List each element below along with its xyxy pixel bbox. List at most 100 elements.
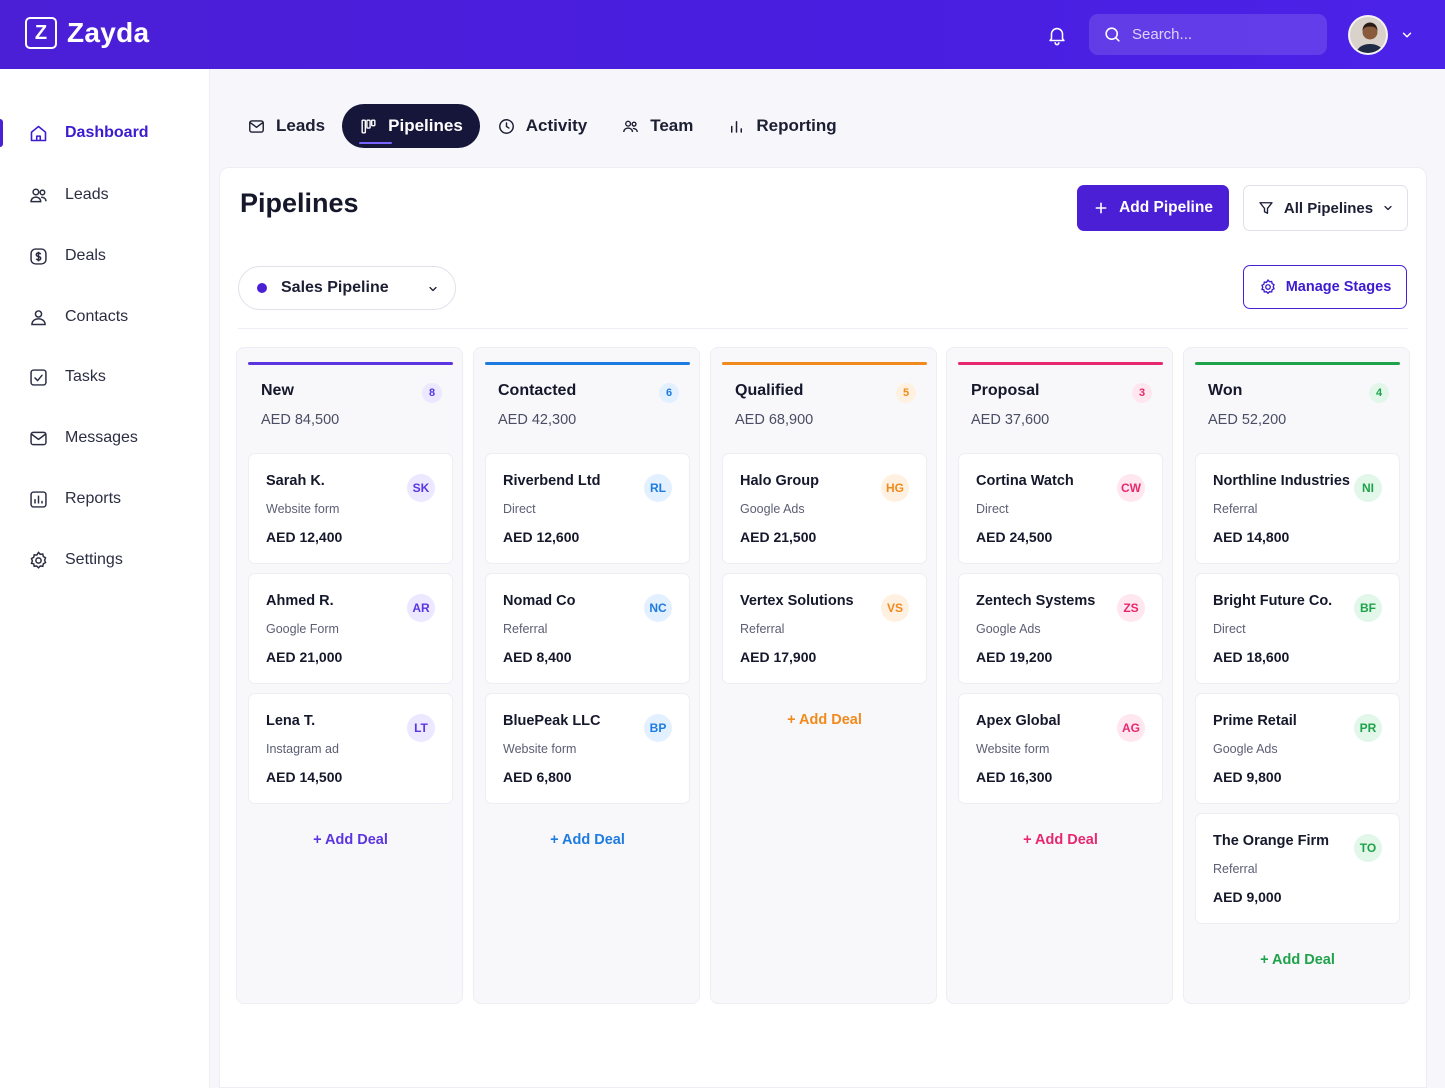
gear-icon — [30, 550, 47, 569]
pipeline-column-qualified: Qualified 5 AED 68,900 Halo Group Google Ads… — [710, 347, 937, 1004]
deal-source: Website form — [266, 502, 340, 516]
sidebar-item-reports[interactable]: Reports — [0, 479, 209, 519]
add-pipeline-button[interactable]: Add Pipeline — [1077, 185, 1229, 231]
search-input[interactable] — [1132, 26, 1312, 43]
sidebar-item-messages[interactable]: Messages — [0, 418, 209, 458]
pipelines-panel: Pipelines Add Pipeline All Pipelines Sal… — [219, 167, 1427, 1088]
deal-card[interactable]: Bright Future Co. Direct AED 18,600 BF — [1195, 573, 1400, 684]
pipeline-select[interactable]: Sales Pipeline — [238, 266, 456, 310]
home-icon — [30, 125, 47, 141]
deal-card[interactable]: Riverbend Ltd Direct AED 12,600 RL — [485, 453, 690, 564]
deal-source: Google Ads — [740, 502, 805, 516]
column-total: AED 37,600 — [971, 412, 1050, 428]
deal-name: Ahmed R. — [266, 593, 334, 609]
deal-card[interactable]: BluePeak LLC Website form AED 6,800 BP — [485, 693, 690, 804]
pipeline-column-new: New 8 AED 84,500 Sarah K. Website form AED 12… — [236, 347, 463, 1004]
manage-stages-button[interactable]: Manage Stages — [1243, 265, 1407, 309]
column-color-bar — [958, 362, 1163, 365]
gear-icon — [1260, 279, 1275, 295]
deal-amount: AED 18,600 — [1213, 649, 1290, 665]
deal-source: Referral — [1213, 502, 1258, 516]
pipeline-column-won: Won 4 AED 52,200 Northline Industries Referr… — [1183, 347, 1410, 1004]
sidebar-item-deals[interactable]: Deals — [0, 236, 209, 276]
column-color-bar — [485, 362, 690, 365]
chevron-down-icon[interactable] — [1400, 28, 1414, 42]
deal-card[interactable]: Ahmed R. Google Form AED 21,000 AR — [248, 573, 453, 684]
sidebar-item-label: Tasks — [65, 368, 106, 385]
pipeline-column-contacted: Contacted 6 AED 42,300 Riverbend Ltd Direct A… — [473, 347, 700, 1004]
deal-source: Google Ads — [1213, 742, 1278, 756]
dollar-icon — [30, 247, 47, 265]
contacts-icon — [31, 309, 46, 325]
deal-card[interactable]: The Orange Firm Referral AED 9,000 TO — [1195, 813, 1400, 924]
divider — [238, 328, 1408, 329]
deal-avatar: NC — [644, 594, 672, 622]
add-deal-button[interactable]: + Add Deal — [1260, 952, 1335, 968]
deal-avatar: PR — [1354, 714, 1382, 742]
deal-amount: AED 8,400 — [503, 649, 572, 665]
sidebar: Dashboard Leads Deals Contacts Tasks Mes… — [0, 69, 210, 1088]
search-box[interactable] — [1089, 14, 1327, 55]
sidebar-item-label: Deals — [65, 247, 106, 264]
deal-card[interactable]: Sarah K. Website form AED 12,400 SK — [248, 453, 453, 564]
app-logo[interactable]: Z Zayda — [25, 17, 149, 49]
deal-amount: AED 6,800 — [503, 769, 572, 785]
deal-card[interactable]: Apex Global Website form AED 16,300 AG — [958, 693, 1163, 804]
avatar[interactable] — [1348, 15, 1388, 55]
add-deal-button[interactable]: + Add Deal — [1023, 832, 1098, 848]
column-count-badge: 6 — [659, 383, 679, 403]
deal-card[interactable]: Cortina Watch Direct AED 24,500 CW — [958, 453, 1163, 564]
filter-label: All Pipelines — [1283, 199, 1374, 217]
deal-card[interactable]: Vertex Solutions Referral AED 17,900 VS — [722, 573, 927, 684]
deal-card[interactable]: Northline Industries Referral AED 14,800 NI — [1195, 453, 1400, 564]
deal-avatar: TO — [1354, 834, 1382, 862]
add-deal-button[interactable]: + Add Deal — [787, 712, 862, 728]
deal-source: Direct — [503, 502, 536, 516]
deal-card[interactable]: Halo Group Google Ads AED 21,500 HG — [722, 453, 927, 564]
sidebar-item-tasks[interactable]: Tasks — [0, 357, 209, 397]
deal-amount: AED 14,500 — [266, 769, 343, 785]
chart-icon — [30, 490, 47, 508]
deal-name: Halo Group — [740, 473, 819, 489]
chevron-down-icon — [429, 286, 437, 292]
deal-name: Lena T. — [266, 713, 316, 729]
tab-leads[interactable]: Leads — [230, 104, 342, 148]
deal-avatar: ZS — [1117, 594, 1145, 622]
sidebar-item-settings[interactable]: Settings — [0, 540, 209, 580]
sidebar-item-label: Messages — [65, 429, 138, 446]
tab-reporting[interactable]: Reporting — [710, 104, 853, 148]
team-icon — [623, 120, 639, 132]
tab-label: Activity — [525, 116, 588, 135]
tab-activity[interactable]: Activity — [480, 104, 604, 148]
column-count-badge: 4 — [1369, 383, 1389, 403]
add-deal-button[interactable]: + Add Deal — [313, 832, 388, 848]
deal-amount: AED 12,600 — [503, 529, 580, 545]
deal-source: Website form — [976, 742, 1050, 756]
deal-avatar: NI — [1354, 474, 1382, 502]
deal-card[interactable]: Prime Retail Google Ads AED 9,800 PR — [1195, 693, 1400, 804]
deal-card[interactable]: Zentech Systems Google Ads AED 19,200 ZS — [958, 573, 1163, 684]
tab-team[interactable]: Team — [604, 104, 710, 148]
sidebar-item-dashboard[interactable]: Dashboard — [0, 113, 209, 153]
deal-name: Riverbend Ltd — [503, 473, 601, 489]
deal-card[interactable]: Nomad Co Referral AED 8,400 NC — [485, 573, 690, 684]
bell-icon[interactable] — [1046, 23, 1068, 47]
deal-amount: AED 12,400 — [266, 529, 343, 545]
deal-name: Cortina Watch — [976, 473, 1074, 489]
deal-amount: AED 21,000 — [266, 649, 343, 665]
deal-card[interactable]: Lena T. Instagram ad AED 14,500 LT — [248, 693, 453, 804]
deal-name: Vertex Solutions — [740, 593, 854, 609]
deal-amount: AED 14,800 — [1213, 529, 1290, 545]
sidebar-item-contacts[interactable]: Contacts — [0, 297, 209, 337]
search-icon — [1105, 27, 1120, 42]
column-color-bar — [248, 362, 453, 365]
tab-pipelines[interactable]: Pipelines — [342, 104, 480, 148]
deal-source: Website form — [503, 742, 577, 756]
sidebar-item-label: Leads — [65, 186, 109, 203]
deal-name: Zentech Systems — [976, 593, 1096, 609]
sidebar-item-leads[interactable]: Leads — [0, 175, 209, 215]
add-deal-button[interactable]: + Add Deal — [550, 832, 625, 848]
sidebar-item-label: Reports — [65, 490, 122, 507]
all-pipelines-filter[interactable]: All Pipelines — [1243, 185, 1408, 231]
deal-name: BluePeak LLC — [503, 713, 601, 729]
